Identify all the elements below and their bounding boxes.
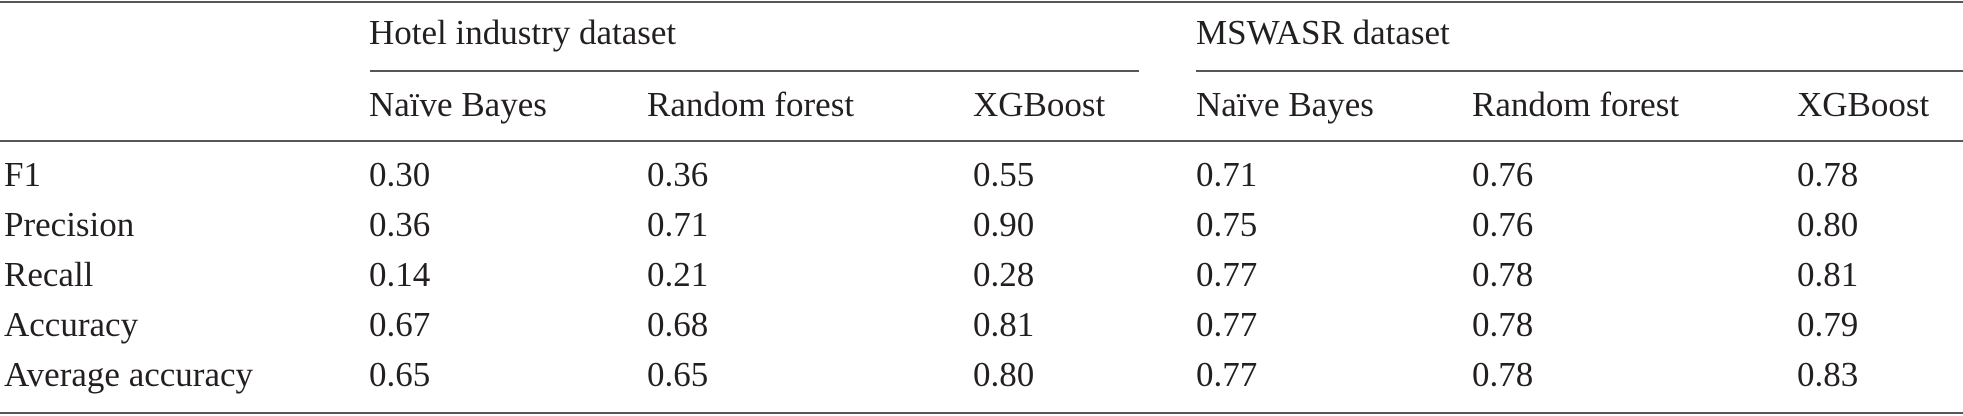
cell: 0.68 bbox=[647, 305, 708, 344]
cell: 0.65 bbox=[647, 355, 708, 394]
cell: 0.67 bbox=[369, 305, 430, 344]
cell: 0.77 bbox=[1196, 305, 1257, 344]
column-header: Random forest bbox=[647, 85, 854, 124]
cell: 0.76 bbox=[1472, 205, 1533, 244]
cell: 0.78 bbox=[1472, 255, 1533, 294]
cell: 0.71 bbox=[1196, 155, 1257, 194]
cell: 0.21 bbox=[647, 255, 708, 294]
cell: 0.79 bbox=[1797, 305, 1858, 344]
cell: 0.71 bbox=[647, 205, 708, 244]
row-label: Accuracy bbox=[4, 305, 139, 344]
cell: 0.75 bbox=[1196, 205, 1257, 244]
cell: 0.83 bbox=[1797, 355, 1858, 394]
cell: 0.28 bbox=[973, 255, 1034, 294]
cell: 0.78 bbox=[1797, 155, 1858, 194]
cell: 0.36 bbox=[647, 155, 708, 194]
row-label: F1 bbox=[4, 155, 41, 194]
group-header: Hotel industry dataset bbox=[369, 13, 676, 52]
column-header: Naïve Bayes bbox=[369, 85, 547, 124]
cell: 0.78 bbox=[1472, 355, 1533, 394]
column-header: XGBoost bbox=[1797, 85, 1930, 124]
row-label: Recall bbox=[4, 255, 94, 294]
cell: 0.80 bbox=[1797, 205, 1858, 244]
cell: 0.76 bbox=[1472, 155, 1533, 194]
column-header: XGBoost bbox=[973, 85, 1106, 124]
cell: 0.14 bbox=[369, 255, 430, 294]
column-header: Naïve Bayes bbox=[1196, 85, 1374, 124]
cell: 0.30 bbox=[369, 155, 430, 194]
cell: 0.80 bbox=[973, 355, 1034, 394]
row-label: Precision bbox=[4, 205, 134, 244]
cell: 0.78 bbox=[1472, 305, 1533, 344]
cell: 0.77 bbox=[1196, 355, 1257, 394]
cell: 0.36 bbox=[369, 205, 430, 244]
cell: 0.55 bbox=[973, 155, 1034, 194]
cell: 0.77 bbox=[1196, 255, 1257, 294]
cell: 0.81 bbox=[1797, 255, 1858, 294]
row-label: Average accuracy bbox=[4, 355, 254, 394]
group-header: MSWASR dataset bbox=[1196, 13, 1450, 52]
column-header: Random forest bbox=[1472, 85, 1679, 124]
cell: 0.81 bbox=[973, 305, 1034, 344]
cell: 0.65 bbox=[369, 355, 430, 394]
cell: 0.90 bbox=[973, 205, 1034, 244]
